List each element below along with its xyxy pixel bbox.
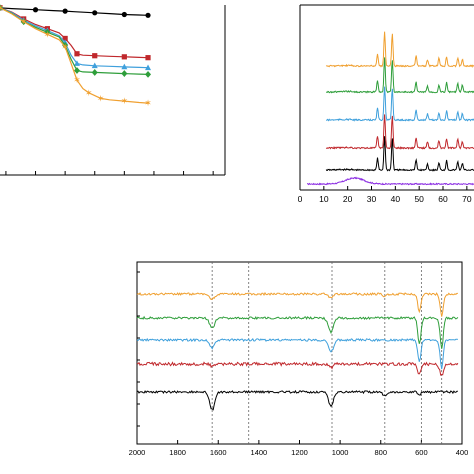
series-line <box>325 114 474 150</box>
series-cuo-3-5-ppy <box>325 114 474 150</box>
series-line <box>0 7 149 69</box>
data-point <box>121 70 128 77</box>
series-line <box>326 86 474 122</box>
series-cuo-8-8-ppy <box>325 31 474 68</box>
data-point <box>0 4 3 12</box>
data-point: ✶ <box>97 93 105 103</box>
series-bare-cuo <box>325 136 474 172</box>
data-point <box>92 53 98 59</box>
x-tick-label: 1600 <box>210 448 227 457</box>
x-tick-label: 1000 <box>332 448 349 457</box>
x-tick-label: 60 <box>438 194 448 204</box>
data-point <box>145 12 151 18</box>
series-cuo-6-2-ppy <box>325 57 474 94</box>
panel-c-ftir-chart: 2000 1800 1600 1400 1200 1000 800 600 400 <box>129 261 469 457</box>
data-point: ✶ <box>85 88 93 98</box>
series-line <box>0 7 149 16</box>
series-cuo-5-ppy <box>326 86 474 122</box>
x-tick-label: 1800 <box>169 448 186 457</box>
x-tick-label: 0 <box>298 194 303 204</box>
data-point <box>62 35 68 42</box>
data-point <box>121 63 128 70</box>
data-point <box>73 67 80 74</box>
series-line <box>325 136 474 172</box>
series-line <box>136 291 458 317</box>
series-line <box>325 57 474 94</box>
x-tick-label: 20 <box>343 194 353 204</box>
x-tick-label: 50 <box>414 194 424 204</box>
series-cuo-3-5-ppy <box>0 5 151 61</box>
data-point <box>62 8 68 14</box>
series-cuo-3-5-ppy <box>136 361 459 376</box>
data-point <box>91 62 98 69</box>
series-line <box>136 315 459 349</box>
data-point <box>32 7 39 13</box>
data-point <box>145 55 151 61</box>
panel-a-tga-chart: ✶ ✶ ✶ ✶ ✶ ✶ ✶ ✶ ✶ <box>0 3 226 176</box>
series-cuo-8-8-ppy: ✶ ✶ ✶ ✶ ✶ ✶ ✶ ✶ ✶ <box>0 3 152 108</box>
x-tick-label: 400 <box>456 448 469 457</box>
plot-frame <box>136 261 463 445</box>
series-line <box>307 176 474 186</box>
data-point <box>121 11 127 18</box>
x-tick-label: 70 <box>462 194 472 204</box>
data-point: ✶ <box>44 29 52 39</box>
series-line <box>325 31 474 68</box>
data-point: ✶ <box>0 3 4 13</box>
x-tick-label: 10 <box>319 194 329 204</box>
x-tick-label: 2000 <box>129 448 146 457</box>
data-point: ✶ <box>61 42 69 52</box>
data-point: ✶ <box>73 75 81 85</box>
data-point <box>74 51 80 57</box>
data-point <box>92 10 98 16</box>
data-point <box>121 54 127 60</box>
series-cuo-6-2-ppy <box>136 315 459 349</box>
panel-b-xrd-chart: 0 10 20 30 40 50 60 70 <box>298 4 474 204</box>
series-ppy <box>136 389 458 411</box>
data-point: ✶ <box>144 98 152 108</box>
x-tick-label: 1200 <box>291 448 308 457</box>
series-line <box>0 7 149 104</box>
series-line <box>136 361 459 376</box>
data-point <box>73 60 80 66</box>
series-cuo-5-ppy <box>136 337 458 370</box>
series-line <box>136 389 458 411</box>
x-tick-label: 40 <box>391 194 401 204</box>
x-tick-label: 30 <box>367 194 377 204</box>
x-tick-label: 800 <box>374 448 387 457</box>
x-tick-label: 600 <box>415 448 428 457</box>
data-point: ✶ <box>20 17 28 27</box>
series-line <box>136 337 458 370</box>
series-ppy <box>307 176 474 186</box>
data-point <box>145 64 152 71</box>
data-point: ✶ <box>121 96 129 106</box>
x-tick-label: 1400 <box>251 448 268 457</box>
data-point <box>91 69 98 76</box>
series-cuo-8-8-ppy <box>136 291 458 317</box>
data-point <box>62 42 69 49</box>
series-line <box>0 7 149 59</box>
data-point <box>145 70 152 78</box>
